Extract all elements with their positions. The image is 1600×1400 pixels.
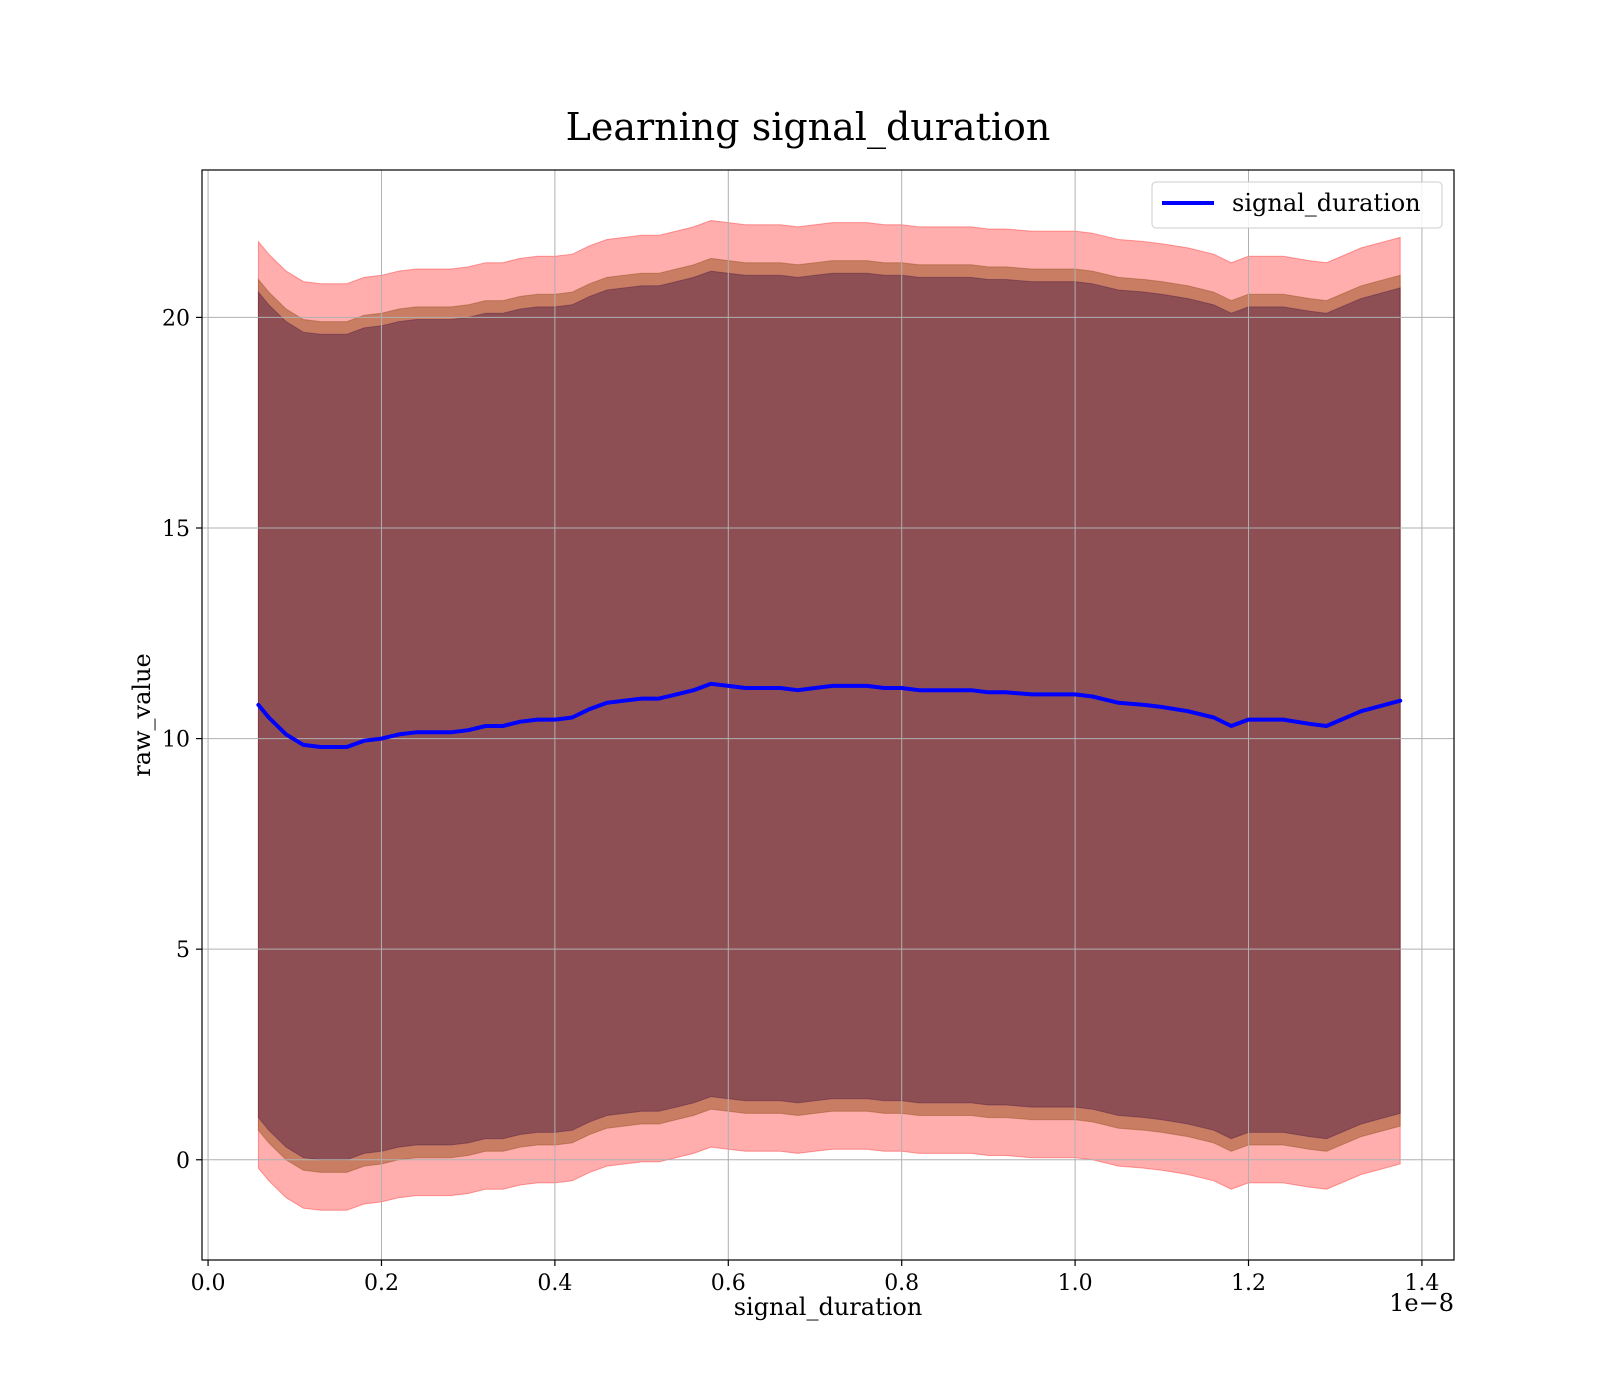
series-line-signal-duration	[256, 681, 1403, 749]
confidence-bands	[257, 219, 1401, 1211]
y-tick-label: 20	[162, 306, 190, 331]
x-tick-label: 0.4	[537, 1271, 572, 1296]
x-axis-offset-label: 1e−8	[1389, 1289, 1454, 1317]
y-tick-label: 10	[162, 728, 190, 753]
band-outer	[257, 219, 1401, 1211]
x-tick-label: 1.2	[1231, 1271, 1266, 1296]
grid-lines	[202, 170, 1454, 1260]
x-tick-label: 1.0	[1058, 1271, 1093, 1296]
legend-box	[1151, 181, 1443, 229]
x-tick-label: 0.0	[191, 1271, 226, 1296]
x-tick-label: 0.6	[711, 1271, 746, 1296]
x-axis-ticks: 0.0 0.2 0.4 0.6 0.8 1.0 1.2 1.4	[191, 1260, 1439, 1296]
legend: signal_duration	[1151, 181, 1443, 229]
x-axis-label: signal_duration	[734, 1293, 923, 1321]
y-tick-label: 0	[176, 1149, 190, 1174]
legend-label: signal_duration	[1232, 189, 1421, 217]
plot-frame	[201, 169, 1455, 1261]
chart-title: Learning signal_duration	[566, 105, 1051, 150]
series-lines	[256, 681, 1403, 749]
x-tick-label: 0.8	[884, 1271, 919, 1296]
band-inner	[257, 270, 1401, 1161]
y-axis-ticks: 0 5 10 15 20	[162, 306, 202, 1174]
y-tick-label: 5	[176, 938, 190, 963]
y-tick-label: 15	[162, 517, 190, 542]
band-middle	[257, 257, 1401, 1173]
y-axis-label: raw_value	[128, 653, 156, 777]
x-tick-label: 0.2	[364, 1271, 399, 1296]
x-tick-label: 1.4	[1404, 1271, 1439, 1296]
